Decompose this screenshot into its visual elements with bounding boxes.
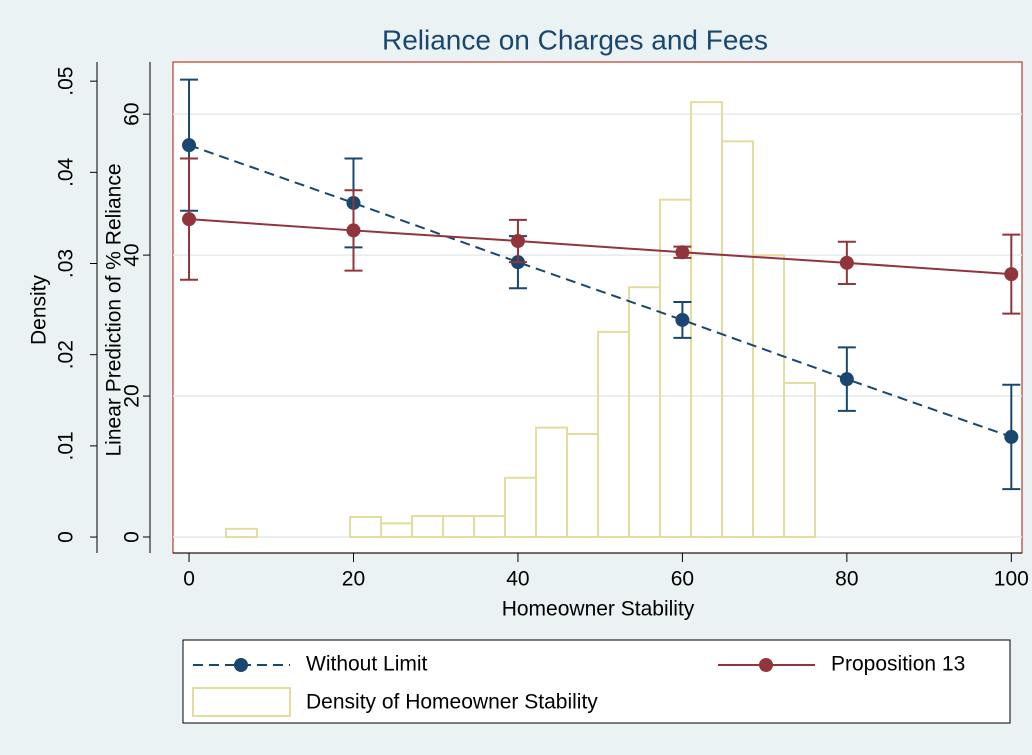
- legend-swatch: [192, 687, 291, 717]
- point: [675, 312, 690, 327]
- y2-tick-label: .04: [55, 157, 78, 187]
- series-line: [188, 144, 1012, 438]
- x-axis-label: Homeowner Stability: [502, 598, 695, 621]
- series-line: [188, 218, 1012, 276]
- y-tick-label: 40: [121, 243, 144, 266]
- y2-tick-label: .02: [55, 340, 78, 369]
- legend-label: Density of Homeowner Stability: [306, 691, 598, 714]
- x-tick-label: 100: [994, 568, 1029, 591]
- y-tick-label: 60: [121, 102, 144, 125]
- legend: [182, 639, 1011, 724]
- histogram-bar: [225, 527, 259, 539]
- y2-tick-label: .05: [55, 67, 78, 96]
- point: [1004, 267, 1019, 282]
- x-tick-label: 60: [671, 568, 694, 591]
- point: [182, 212, 197, 227]
- legend-marker: [234, 658, 248, 672]
- chart-title: Reliance on Charges and Fees: [382, 24, 768, 55]
- y2-tick-label: .03: [55, 249, 78, 278]
- y-axis-label: Linear Prediction of % Reliance: [103, 164, 126, 457]
- legend-label: Proposition 13: [831, 653, 965, 676]
- y2-tick-label: 0: [55, 531, 78, 543]
- point: [839, 372, 854, 387]
- point: [510, 234, 525, 249]
- point: [182, 138, 197, 153]
- x-tick-label: 40: [506, 568, 529, 591]
- point: [675, 245, 690, 260]
- histogram-bar: [783, 381, 817, 539]
- legend-label: Without Limit: [306, 653, 428, 676]
- y2-tick-label: .01: [55, 431, 78, 460]
- y-tick-label: 20: [121, 384, 144, 407]
- point: [839, 255, 854, 270]
- x-tick-label: 80: [835, 568, 858, 591]
- point: [1004, 429, 1019, 444]
- y-tick-label: 0: [121, 531, 144, 543]
- x-tick-label: 0: [183, 568, 195, 591]
- y2-axis-label: Density: [28, 274, 51, 345]
- legend-marker: [759, 658, 773, 672]
- point: [346, 223, 361, 238]
- x-tick-label: 20: [342, 568, 365, 591]
